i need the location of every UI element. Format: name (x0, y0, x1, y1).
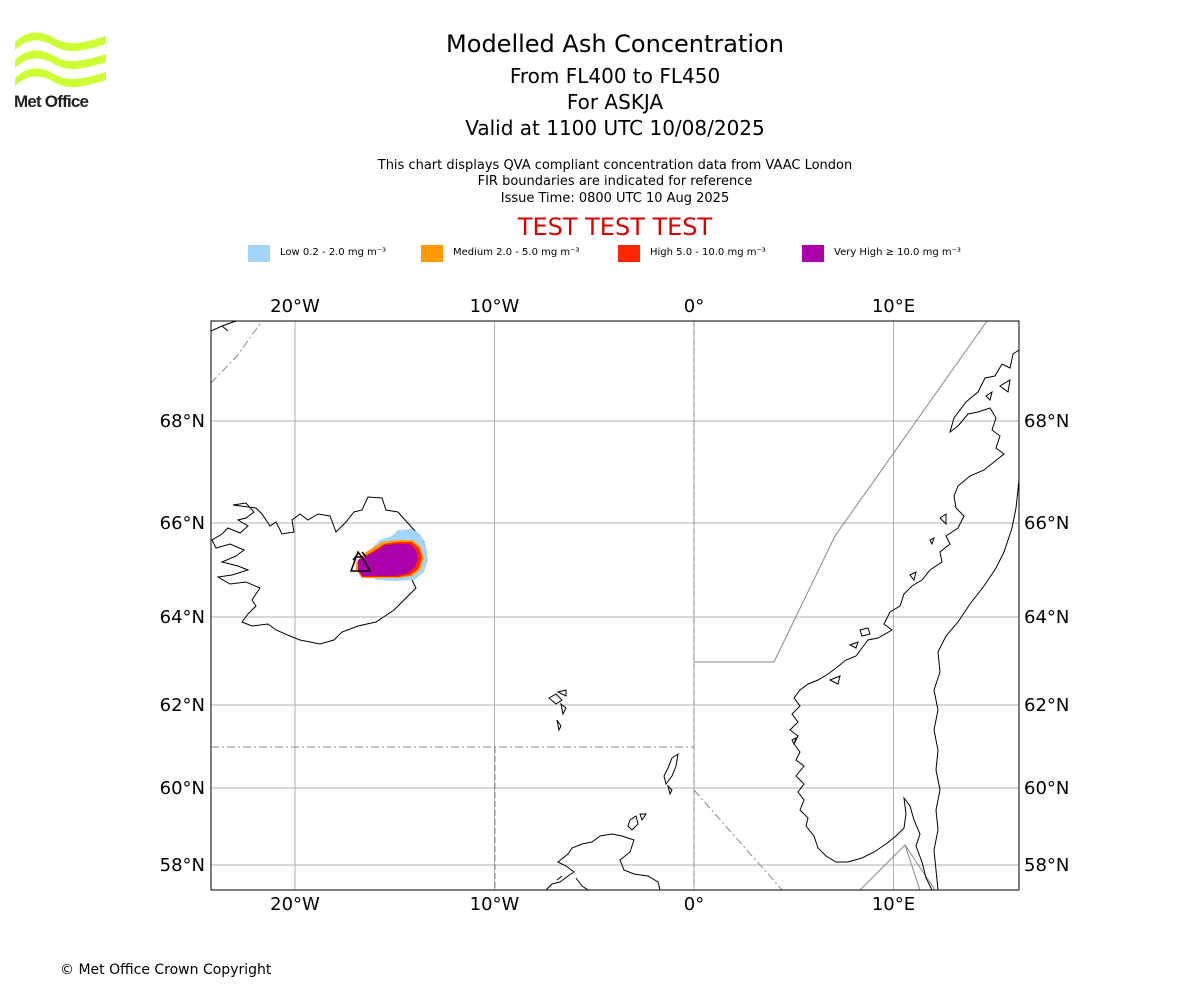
lat-tick-label-right: 64°N (1024, 607, 1069, 628)
qva-note: This chart displays QVA compliant concen… (377, 158, 853, 173)
flight-level-subtitle: From FL400 to FL450 (509, 64, 721, 88)
map-frame (210, 320, 1020, 891)
coastline-iceland (211, 496, 425, 645)
lon-tick-label-top: 0° (684, 296, 704, 317)
coastline-greenland (211, 321, 237, 332)
lat-tick-label-left: 68°N (160, 411, 205, 432)
coastline-norway-islands (791, 379, 1011, 746)
fir-boundary-uk-north-sea (693, 789, 783, 890)
lat-tick-label-right: 68°N (1024, 411, 1069, 432)
fir-boundary-norway (694, 321, 988, 663)
coastline-scotland (545, 833, 661, 890)
lat-tick-label-left: 58°N (160, 855, 205, 876)
chart-title: Modelled Ash Concentration (446, 30, 784, 58)
lon-tick-label-bottom: 0° (684, 894, 704, 915)
coastline-orkney (627, 813, 647, 831)
met-office-logo: Met Office (14, 30, 108, 112)
longitude-labels-top: 20°W 10°W 0° 10°E (270, 296, 915, 317)
legend-swatch-medium (421, 245, 443, 262)
issue-time-note: Issue Time: 0800 UTC 10 Aug 2025 (500, 191, 730, 206)
legend-swatch-very-high (802, 245, 824, 262)
lat-tick-label-left: 64°N (160, 607, 205, 628)
met-office-wave-icon (15, 32, 106, 88)
coastlines (211, 321, 1019, 890)
ash-concentration (356, 529, 428, 581)
longitude-labels-bottom: 20°W 10°W 0° 10°E (270, 894, 915, 915)
lat-tick-label-right: 60°N (1024, 778, 1069, 799)
lon-tick-label-top: 10°E (872, 296, 915, 317)
volcano-icon (349, 550, 372, 572)
copyright-notice: © Met Office Crown Copyright (60, 962, 272, 978)
fir-boundaries (211, 321, 988, 890)
fir-boundary-skagerrak-2 (904, 844, 921, 890)
lon-tick-label-top: 10°W (470, 296, 520, 317)
legend-label-medium: Medium 2.0 - 5.0 mg m⁻³ (453, 247, 580, 258)
fir-note: FIR boundaries are indicated for referen… (477, 174, 753, 189)
lat-tick-label-left: 60°N (160, 778, 205, 799)
lat-tick-label-right: 58°N (1024, 855, 1069, 876)
legend-swatch-low (248, 245, 270, 262)
lon-tick-label-top: 20°W (270, 296, 320, 317)
lat-tick-label-right: 66°N (1024, 513, 1069, 534)
valid-time-subtitle: Valid at 1100 UTC 10/08/2025 (465, 116, 765, 140)
legend-label-high: High 5.0 - 10.0 mg m⁻³ (650, 247, 766, 258)
coastline-norway (789, 349, 1019, 890)
ash-very-high (358, 544, 418, 576)
coastline-shetland (663, 752, 679, 796)
lat-tick-label-left: 62°N (160, 695, 205, 716)
lon-tick-label-bottom: 10°W (470, 894, 520, 915)
coastline-faroe (548, 689, 567, 732)
fir-boundary-nw (211, 321, 263, 384)
legend-label-very-high: Very High ≥ 10.0 mg m⁻³ (834, 247, 961, 258)
test-banner: TEST TEST TEST (517, 213, 713, 241)
lat-tick-label-left: 66°N (160, 513, 205, 534)
volcano-subtitle: For ASKJA (566, 90, 664, 114)
lon-tick-label-bottom: 10°E (872, 894, 915, 915)
latitude-labels-left: 68°N 66°N 64°N 62°N 60°N 58°N (160, 411, 205, 876)
map-background (211, 321, 1019, 890)
lat-tick-label-right: 62°N (1024, 695, 1069, 716)
legend-label-low: Low 0.2 - 2.0 mg m⁻³ (280, 247, 387, 258)
logo-text: Met Office (14, 92, 89, 111)
lon-tick-label-bottom: 20°W (270, 894, 320, 915)
legend-swatch-high (618, 245, 640, 262)
latitude-labels-right: 68°N 66°N 64°N 62°N 60°N 58°N (1024, 411, 1069, 876)
